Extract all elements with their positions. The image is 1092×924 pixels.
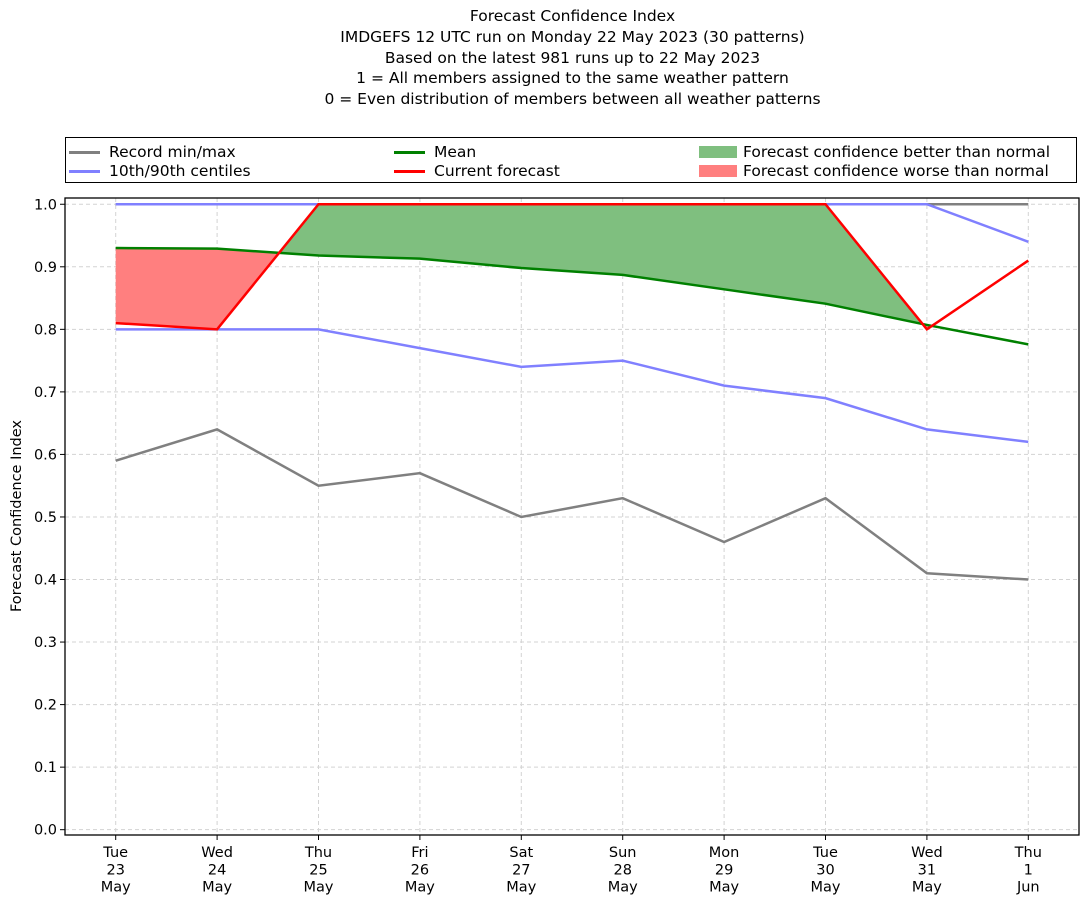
fill-layer — [115, 204, 932, 330]
y-tick-label: 0.3 — [34, 635, 57, 651]
chart-subtitle-scale-max: 1 = All members assigned to the same wea… — [356, 69, 789, 88]
x-tick-label-month: May — [101, 880, 131, 896]
y-tick-label: 0.9 — [34, 260, 57, 276]
legend-label-mean: Mean — [434, 143, 477, 161]
x-tick-label-day: Wed — [911, 845, 943, 861]
x-tick-label-month: May — [709, 880, 739, 896]
x-tick-label-month: May — [304, 880, 334, 896]
x-tick-label-month: May — [405, 880, 435, 896]
x-tick-label-date: 25 — [309, 862, 327, 878]
x-tick-label-day: Sat — [509, 845, 533, 861]
x-tick-label-day: Fri — [411, 845, 428, 861]
x-tick-label-month: May — [506, 880, 536, 896]
legend-label-centiles: 10th/90th centiles — [109, 162, 251, 180]
x-tick-label-month: May — [912, 880, 942, 896]
x-tick-label-day: Tue — [102, 845, 128, 861]
legend-swatch-centiles — [69, 169, 100, 173]
series-current-forecast-line — [115, 203, 1030, 332]
legend-swatch-record — [69, 150, 100, 154]
x-tick-label-month: Jun — [1016, 880, 1040, 896]
legend-item-better: Forecast confidence better than normal — [699, 143, 1050, 161]
x-tick-label-day: Wed — [201, 845, 233, 861]
legend-label-record: Record min/max — [109, 143, 236, 161]
x-tick-label-month: May — [608, 880, 638, 896]
legend-swatch-worse — [699, 165, 737, 177]
x-tick-label-date: 28 — [613, 862, 631, 878]
y-tick-label: 0.6 — [34, 447, 57, 463]
y-tick-label: 0.2 — [34, 698, 57, 714]
x-tick-label-day: Sun — [609, 845, 637, 861]
x-tick-label-date: 26 — [411, 862, 429, 878]
legend-label-better: Forecast confidence better than normal — [743, 143, 1051, 161]
y-tick-label: 0.4 — [34, 573, 57, 589]
series-10th-centile-line — [115, 328, 1029, 444]
x-tick-label-date: 30 — [816, 862, 834, 878]
legend-swatch-mean — [394, 150, 425, 154]
x-tick-label-month: May — [811, 880, 841, 896]
x-tick-label-date: 29 — [715, 862, 733, 878]
legend-label-current: Current forecast — [434, 162, 560, 180]
series-record-min-line — [115, 428, 1029, 581]
legend-swatch-current — [394, 169, 425, 173]
legend-item-mean: Mean — [394, 143, 476, 161]
line-layer — [115, 203, 1030, 581]
series-mean-line — [115, 246, 1029, 346]
x-tick-label-date: 23 — [106, 862, 124, 878]
chart-subtitle-basis: Based on the latest 981 runs up to 22 Ma… — [384, 48, 761, 67]
x-tick-label-day: Tue — [812, 845, 838, 861]
x-tick-label-date: 27 — [512, 862, 530, 878]
x-tick-label-date: 24 — [208, 862, 226, 878]
x-tick-label-day: Mon — [709, 845, 740, 861]
y-tick-label: 0.7 — [34, 385, 57, 401]
axis-layer: 0.00.10.20.30.40.50.60.70.80.91.0Tue23Ma… — [34, 197, 1080, 896]
y-tick-label: 0.5 — [34, 510, 57, 526]
legend-label-worse: Forecast confidence worse than normal — [743, 162, 1049, 180]
chart-title-block: Forecast Confidence Index IMDGEFS 12 UTC… — [0, 6, 1092, 110]
legend-swatch-better — [699, 146, 737, 158]
fill-better-than-normal — [279, 204, 923, 325]
y-tick-label: 0.8 — [34, 322, 57, 338]
legend-item-centiles: 10th/90th centiles — [69, 162, 251, 180]
x-tick-label-date: 31 — [918, 862, 936, 878]
fill-worse-than-normal — [115, 248, 280, 330]
x-tick-label-date: 1 — [1024, 862, 1033, 878]
y-tick-label: 0.1 — [34, 760, 57, 776]
x-tick-label-month: May — [202, 880, 232, 896]
y-tick-label: 0.0 — [34, 823, 57, 839]
y-tick-label: 1.0 — [34, 197, 57, 213]
x-tick-label-day: Thu — [304, 845, 332, 861]
chart-legend: Record min/max 10th/90th centiles Mean C… — [65, 137, 1077, 183]
y-axis-label: Forecast Confidence Index — [9, 420, 25, 612]
legend-item-current: Current forecast — [394, 162, 560, 180]
legend-item-worse: Forecast confidence worse than normal — [699, 162, 1049, 180]
x-tick-label-day: Thu — [1014, 845, 1042, 861]
legend-item-record: Record min/max — [69, 143, 236, 161]
chart-subtitle-run: IMDGEFS 12 UTC run on Monday 22 May 2023… — [340, 27, 805, 46]
chart-subtitle-scale-min: 0 = Even distribution of members between… — [324, 90, 821, 109]
chart-title: Forecast Confidence Index — [469, 7, 676, 25]
